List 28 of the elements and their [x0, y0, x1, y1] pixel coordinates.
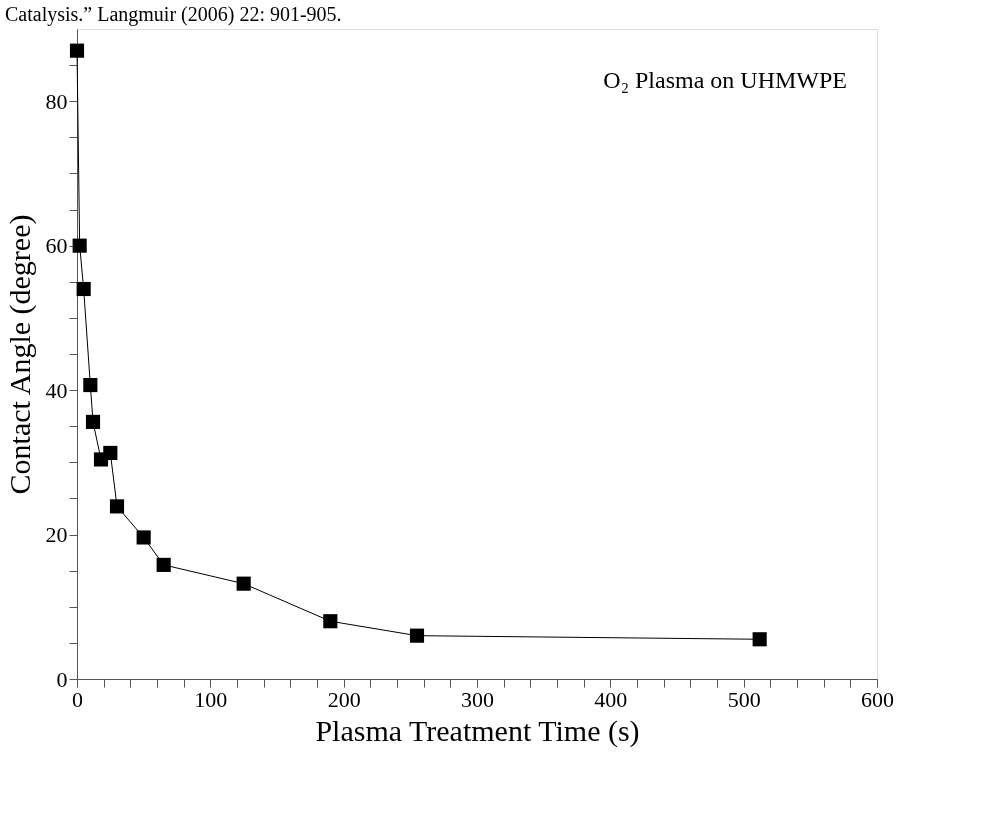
point	[69, 43, 85, 58]
point	[236, 576, 251, 591]
y-tick-label: 80	[45, 88, 68, 114]
y-axis-title: Contact Angle (degree)	[2, 214, 37, 495]
y-tick-label: 40	[45, 377, 68, 403]
point	[323, 614, 338, 629]
point	[103, 445, 118, 461]
point	[72, 238, 87, 253]
y-tick-label: 0	[56, 666, 68, 692]
text: Catalysis.” Langmuir (2006) 22: 901-905.	[5, 3, 342, 26]
point	[409, 628, 425, 643]
x-tick-label: 600	[861, 686, 894, 712]
point	[85, 414, 101, 429]
y-tick-label: 20	[45, 522, 68, 548]
x-tick-label: 300	[461, 686, 494, 712]
point	[156, 557, 171, 572]
point	[109, 499, 125, 514]
point	[752, 632, 767, 647]
x-tick-label: 100	[194, 686, 228, 712]
x-axis-title: Plasma Treatment Time (s)	[315, 713, 640, 748]
x-tick-label: 200	[327, 686, 361, 712]
x-tick-label: 500	[727, 686, 761, 712]
y-tick-label: 60	[45, 233, 68, 259]
point	[136, 530, 151, 545]
point	[76, 281, 91, 297]
annotation: O₂ Plasma on UHMWPE	[603, 67, 847, 93]
x-tick-label: 400	[594, 686, 628, 712]
point	[83, 377, 98, 393]
